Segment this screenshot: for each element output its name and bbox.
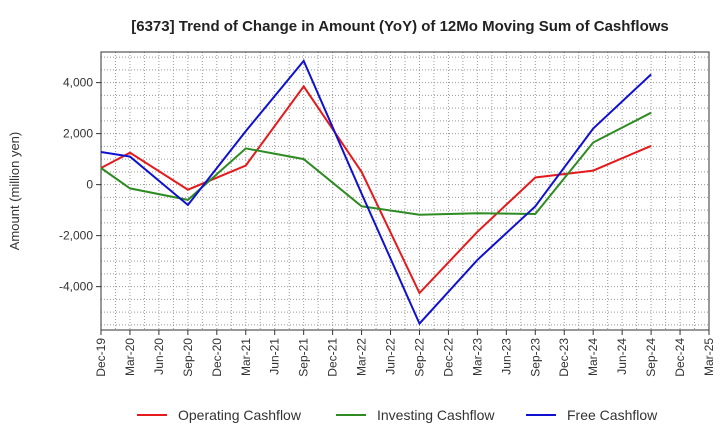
legend-label: Operating Cashflow — [178, 407, 302, 423]
y-tick-label: 4,000 — [63, 76, 93, 90]
legend-label: Investing Cashflow — [377, 407, 495, 423]
x-tick-label: Mar-25 — [702, 338, 716, 376]
x-tick-label: Dec-24 — [673, 338, 687, 377]
x-tick-label: Mar-23 — [470, 338, 484, 376]
x-tick-label: Jun-24 — [615, 338, 629, 375]
legend-label: Free Cashflow — [567, 407, 658, 423]
x-tick-label: Dec-19 — [94, 338, 108, 377]
x-tick-label: Mar-22 — [355, 338, 369, 376]
series-group — [100, 59, 652, 326]
x-tick-label: Sep-23 — [528, 338, 542, 377]
x-tick-label: Dec-23 — [557, 338, 571, 377]
y-tick-label: -4,000 — [59, 280, 93, 294]
y-tick-label: -2,000 — [59, 229, 93, 243]
x-tick-label: Mar-20 — [123, 338, 137, 376]
chart-title: [6373] Trend of Change in Amount (YoY) o… — [131, 18, 669, 35]
free-cashflow-line — [100, 59, 652, 326]
legend-item-investing-cashflow: Investing Cashflow — [336, 407, 495, 423]
x-tick-label: Jun-21 — [268, 338, 282, 375]
x-tick-label: Jun-20 — [152, 338, 166, 375]
x-tick-label: Sep-22 — [412, 338, 426, 377]
operating-cashflow-line — [100, 84, 652, 295]
plot-area: -4,000 -2,000 0 2,000 4,000 Dec-19 Mar-20 Jun-2… — [59, 51, 716, 377]
legend-item-operating-cashflow: Operating Cashflow — [137, 407, 302, 423]
y-axis: -4,000 -2,000 0 2,000 4,000 — [59, 76, 101, 294]
x-tick-label: Dec-21 — [326, 338, 340, 377]
x-tick-label: Sep-20 — [181, 338, 195, 377]
y-axis-label: Amount (million yen) — [7, 132, 22, 251]
x-tick-label: Mar-24 — [586, 338, 600, 376]
y-tick-label: 0 — [86, 178, 93, 192]
x-tick-label: Sep-24 — [644, 338, 658, 377]
legend: Operating Cashflow Investing Cashflow Free… — [137, 407, 658, 423]
investing-cashflow-line — [100, 111, 652, 216]
x-tick-label: Sep-21 — [297, 338, 311, 377]
y-tick-label: 2,000 — [63, 127, 93, 141]
x-tick-label: Dec-22 — [441, 338, 455, 377]
x-tick-label: Mar-21 — [239, 338, 253, 376]
x-tick-label: Jun-22 — [384, 338, 398, 375]
x-tick-label: Jun-23 — [499, 338, 513, 375]
x-axis: Dec-19 Mar-20 Jun-20 Sep-20 Dec-20 Mar-21 Jun-… — [94, 330, 716, 377]
plot-border — [100, 51, 710, 331]
legend-item-free-cashflow: Free Cashflow — [526, 407, 658, 423]
x-tick-label: Dec-20 — [210, 338, 224, 377]
